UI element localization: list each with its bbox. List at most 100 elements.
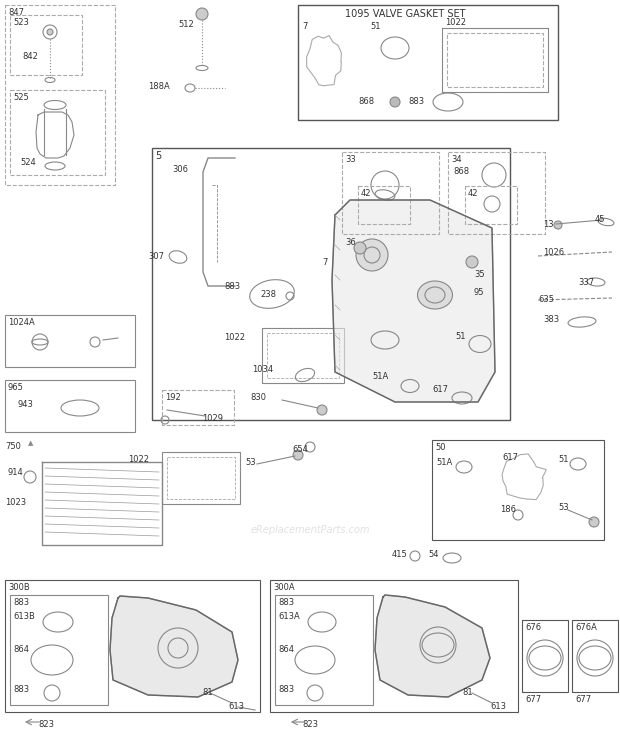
Text: 847: 847 — [8, 8, 24, 17]
Text: 1029: 1029 — [202, 414, 223, 423]
Bar — [267, 333, 339, 378]
Text: 188A: 188A — [148, 82, 170, 91]
Text: 51: 51 — [558, 455, 569, 464]
Bar — [152, 148, 510, 420]
Bar — [275, 595, 373, 705]
Text: 1022: 1022 — [224, 333, 245, 342]
Text: 54: 54 — [428, 550, 438, 559]
Bar — [5, 315, 135, 367]
Text: 868: 868 — [358, 97, 374, 106]
Text: 192: 192 — [165, 393, 181, 402]
Ellipse shape — [417, 281, 453, 309]
Text: 383: 383 — [543, 315, 559, 324]
Text: 613: 613 — [490, 702, 506, 711]
Polygon shape — [375, 595, 490, 697]
Text: 36: 36 — [345, 238, 356, 247]
Bar — [447, 33, 543, 87]
Circle shape — [554, 221, 562, 229]
Text: 51A: 51A — [372, 372, 388, 381]
Text: 1095 VALVE GASKET SET: 1095 VALVE GASKET SET — [345, 9, 466, 19]
Text: 1022: 1022 — [445, 18, 466, 27]
Text: 7: 7 — [302, 22, 308, 31]
Text: 35: 35 — [474, 270, 485, 279]
Text: 42: 42 — [468, 189, 479, 198]
Text: 512: 512 — [178, 20, 193, 29]
Circle shape — [293, 450, 303, 460]
Text: 617: 617 — [502, 453, 518, 462]
Circle shape — [466, 256, 478, 268]
Circle shape — [354, 242, 366, 254]
Text: 883: 883 — [278, 685, 294, 694]
Text: eReplacementParts.com: eReplacementParts.com — [250, 525, 370, 535]
Text: 1034: 1034 — [252, 365, 273, 374]
Text: 337: 337 — [578, 278, 594, 287]
Text: 676A: 676A — [575, 623, 597, 632]
Text: 943: 943 — [18, 400, 34, 409]
Bar — [432, 440, 604, 540]
Text: 654: 654 — [292, 445, 308, 454]
Text: 883: 883 — [13, 598, 29, 607]
Text: 677: 677 — [525, 695, 541, 704]
Text: ▲: ▲ — [28, 440, 33, 446]
Text: 300B: 300B — [8, 583, 30, 592]
Bar — [5, 5, 115, 185]
Text: 13: 13 — [543, 220, 554, 229]
Text: 864: 864 — [278, 645, 294, 654]
Text: 677: 677 — [575, 695, 591, 704]
Circle shape — [317, 405, 327, 415]
Text: 883: 883 — [224, 282, 240, 291]
Bar — [358, 186, 410, 224]
Text: 51: 51 — [455, 332, 466, 341]
Bar — [572, 620, 618, 692]
Text: 1024A: 1024A — [8, 318, 35, 327]
Text: 33: 33 — [345, 155, 356, 164]
Bar — [522, 620, 568, 692]
Text: 1026: 1026 — [543, 248, 564, 257]
Text: 95: 95 — [474, 288, 484, 297]
Bar — [342, 152, 439, 234]
Bar — [10, 15, 82, 75]
Text: 823: 823 — [302, 720, 318, 729]
Text: 81: 81 — [462, 688, 472, 697]
Circle shape — [356, 239, 388, 271]
Text: 914: 914 — [8, 468, 24, 477]
Bar — [298, 5, 558, 120]
Text: 676: 676 — [525, 623, 541, 632]
Text: 613B: 613B — [13, 612, 35, 621]
Text: 524: 524 — [20, 158, 36, 167]
Text: 823: 823 — [38, 720, 54, 729]
Text: 868: 868 — [453, 167, 469, 176]
Text: 523: 523 — [13, 18, 29, 27]
Text: 842: 842 — [22, 52, 38, 61]
Text: 883: 883 — [408, 97, 424, 106]
Text: 42: 42 — [361, 189, 371, 198]
Bar — [10, 595, 108, 705]
Bar — [465, 186, 517, 224]
Text: 51A: 51A — [436, 458, 452, 467]
Text: 50: 50 — [435, 443, 446, 452]
Circle shape — [196, 8, 208, 20]
Text: 635: 635 — [538, 295, 554, 304]
Text: 186: 186 — [500, 505, 516, 514]
Circle shape — [390, 97, 400, 107]
Circle shape — [47, 29, 53, 35]
Text: 617: 617 — [432, 385, 448, 394]
Bar — [167, 457, 235, 499]
Text: 5: 5 — [155, 151, 161, 161]
Bar — [10, 90, 105, 175]
Bar — [5, 580, 260, 712]
Text: 53: 53 — [558, 503, 569, 512]
Text: 883: 883 — [13, 685, 29, 694]
Text: 883: 883 — [278, 598, 294, 607]
Text: 864: 864 — [13, 645, 29, 654]
Bar — [162, 390, 234, 425]
Text: 415: 415 — [392, 550, 408, 559]
Text: 238: 238 — [260, 290, 276, 299]
Bar — [448, 152, 545, 234]
Bar — [262, 328, 344, 383]
Text: 45: 45 — [595, 215, 606, 224]
Bar — [162, 452, 240, 504]
Text: 300A: 300A — [273, 583, 294, 592]
Bar — [270, 580, 518, 712]
Text: 613: 613 — [228, 702, 244, 711]
